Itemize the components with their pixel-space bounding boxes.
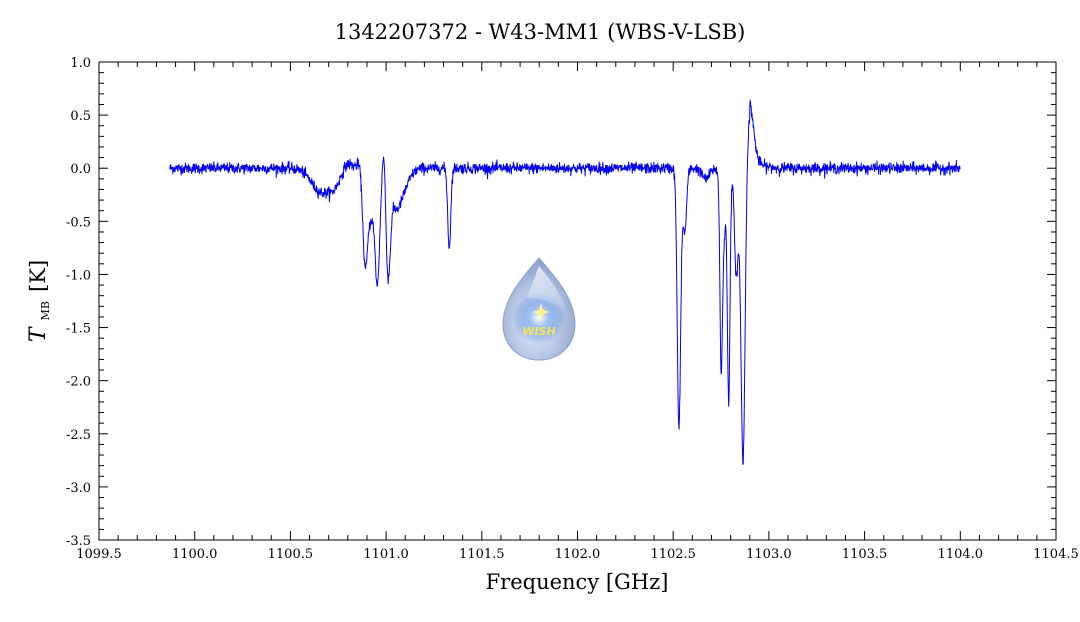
y-tick-label: -1.0 <box>66 268 91 283</box>
y-axis-subscript: MB <box>39 301 52 320</box>
y-tick-label: -3.0 <box>66 481 91 496</box>
drop-core-glow <box>513 292 565 344</box>
x-tick-label: 1104.0 <box>938 547 984 562</box>
y-axis-symbol: T <box>26 325 51 342</box>
y-tick-label: 0.5 <box>70 109 91 124</box>
x-tick-label: 1103.0 <box>746 547 792 562</box>
y-tick-label: -0.5 <box>66 215 91 230</box>
y-tick-label: -2.0 <box>66 375 91 390</box>
plot-frame <box>98 61 1057 541</box>
x-tick-label: 1099.5 <box>76 547 122 562</box>
wish-logo-label: WISH <box>522 325 555 338</box>
y-tick-label: -1.5 <box>66 322 91 337</box>
x-tick-label: 1101.5 <box>459 547 505 562</box>
drop-shine <box>527 266 567 316</box>
y-tick-label: -2.5 <box>66 428 91 443</box>
x-tick-label: 1100.5 <box>268 547 314 562</box>
tick-labels: 1099.5 1100.0 1100.5 1101.0 1101.5 1102.0 1102… <box>66 56 1079 562</box>
chart-title: 1342207372 - W43-MM1 (WBS-V-LSB) <box>335 20 746 44</box>
y-tick-label: 0.0 <box>70 162 91 177</box>
x-tick-label: 1104.5 <box>1033 547 1079 562</box>
x-tick-label: 1102.5 <box>650 547 696 562</box>
x-tick-label: 1103.5 <box>842 547 888 562</box>
spectrum-series <box>169 99 961 466</box>
y-tick-label: -3.5 <box>66 534 91 549</box>
x-tick-label: 1101.0 <box>363 547 409 562</box>
axis-ticks <box>98 61 1057 541</box>
star-icon <box>532 303 550 321</box>
y-axis-unit: [K] <box>26 260 50 292</box>
y-axis-label: T MB [K] <box>26 260 53 342</box>
x-tick-label: 1100.0 <box>172 547 218 562</box>
wish-logo-watermark: WISH <box>502 257 576 361</box>
x-tick-label: 1102.0 <box>555 547 601 562</box>
svg-text:T MB [K]: T MB [K] <box>26 260 53 342</box>
y-tick-label: 1.0 <box>70 56 91 71</box>
x-axis-label: Frequency [GHz] <box>486 570 669 594</box>
